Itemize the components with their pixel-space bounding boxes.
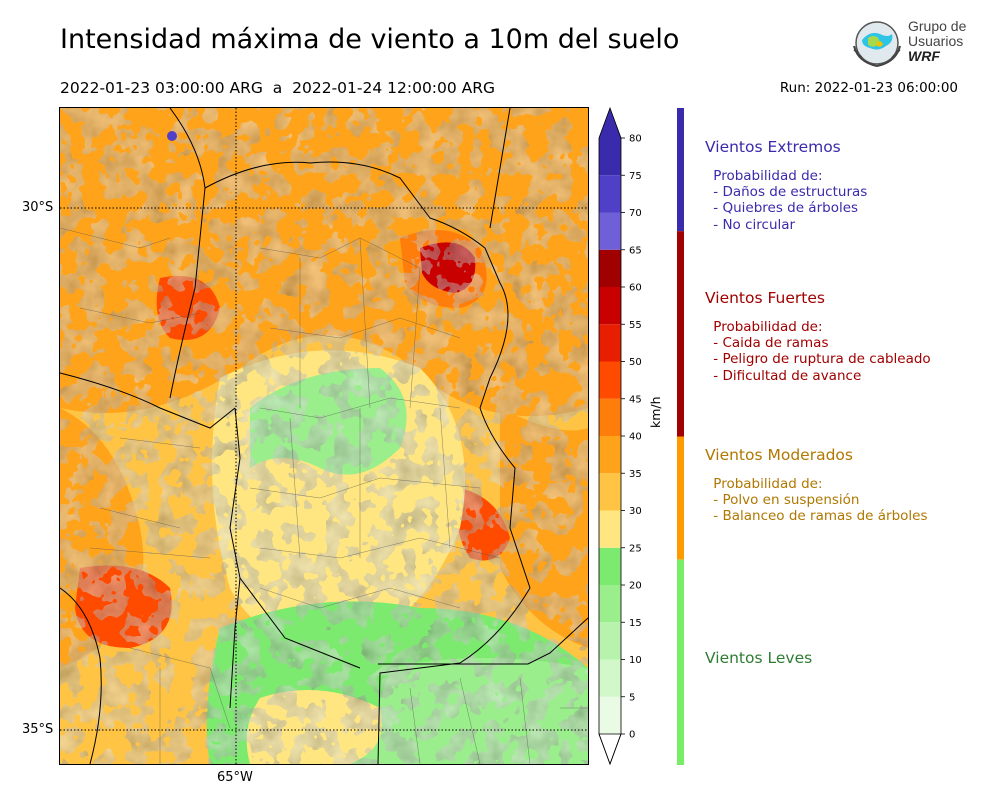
forecast-period: 2022-01-23 03:00:00 ARG a 2022-01-24 12:… [60, 79, 496, 97]
colorbar-tick-label: 15 [629, 618, 642, 629]
lat-label-30s: 30°S [22, 200, 54, 215]
run-time: Run: 2022-01-23 06:00:00 [779, 80, 958, 96]
colorbar-tick-label: 60 [629, 283, 642, 294]
colorbar-under-arrow [598, 733, 622, 766]
province-boundaries [60, 108, 588, 764]
colorbar-bin [599, 324, 621, 362]
colorbar-tick-label: 75 [629, 171, 642, 182]
colorbar-unit-label: km/h [648, 396, 663, 428]
colorbar: 0 5 10 15 20 25 30 35 40 45 50 55 60 65 70 75 80 [598, 106, 642, 766]
map-texture [60, 108, 588, 764]
category-moderate: Vientos Moderados Probabilidad de: - Pol… [705, 446, 928, 525]
lon-label-65w: 65°W [217, 770, 253, 785]
colorbar-tick-label: 45 [629, 394, 642, 405]
colorbar-bin [599, 138, 621, 176]
colorbar-tick-label: 55 [629, 320, 642, 331]
logo-line-1: Grupo de [908, 18, 967, 34]
category-bar-segment [677, 559, 684, 765]
category-description: Probabilidad de: - Polvo en suspensión -… [713, 476, 928, 525]
colorbar-tick-label: 5 [629, 692, 635, 703]
category-bar [677, 108, 684, 765]
category-description: Probabilidad de: - Daños de estructuras … [713, 168, 868, 233]
category-extreme: Vientos Extremos Probabilidad de: - Daño… [705, 138, 867, 233]
colorbar-bin [599, 622, 621, 660]
colorbar-bin [599, 510, 621, 548]
category-description: Probabilidad de: - Caida de ramas - Peli… [713, 319, 931, 384]
colorbar-tick-label: 40 [629, 432, 642, 443]
colorbar-tick-label: 20 [629, 581, 642, 592]
category-light: Vientos Leves [705, 649, 812, 667]
wrf-users-group-logo: Grupo de Usuarios WRF [848, 16, 978, 74]
colorbar-tick-label: 65 [629, 245, 642, 256]
colorbar-tick-label: 70 [629, 208, 642, 219]
colorbar-bin [599, 436, 621, 474]
colorbar-bin [599, 398, 621, 436]
colorbar-bin [599, 547, 621, 585]
colorbar-tick-label: 50 [629, 357, 642, 368]
colorbar-bin [599, 212, 621, 250]
colorbar-bin [599, 175, 621, 213]
globe-logo-icon [853, 21, 901, 68]
colorbar-over-arrow [599, 108, 621, 138]
colorbar-bin [599, 287, 621, 325]
wind-map [59, 107, 589, 765]
category-bar-segment [677, 108, 684, 232]
category-bar-segment [677, 436, 684, 560]
colorbar-tick-label: 80 [629, 134, 642, 145]
category-bar-segment [677, 231, 684, 437]
colorbar-tick-label: 35 [629, 469, 642, 480]
colorbar-tick-label: 30 [629, 506, 642, 517]
colorbar-tick-label: 10 [629, 655, 642, 666]
category-title: Vientos Moderados [705, 446, 853, 464]
colorbar-bin [599, 659, 621, 697]
wind-field-svg [60, 108, 588, 764]
category-title: Vientos Leves [705, 649, 813, 667]
colorbar-bin [599, 473, 621, 511]
graticule [60, 108, 588, 764]
colorbar-bin [599, 585, 621, 623]
department-boundaries [60, 227, 588, 764]
lat-label-35s: 35°S [22, 722, 54, 737]
map-title: Intensidad máxima de viento a 10m del su… [60, 24, 680, 55]
logo-line-3: WRF [908, 48, 940, 64]
category-strong: Vientos Fuertes Probabilidad de: - Caida… [705, 289, 931, 384]
colorbar-bin [599, 249, 621, 287]
colorbar-tick-label: 25 [629, 543, 642, 554]
category-title: Vientos Fuertes [705, 289, 825, 307]
colorbar-tick-label: 0 [629, 730, 635, 741]
colorbar-bin [599, 361, 621, 399]
logo-line-2: Usuarios [908, 33, 964, 49]
logo-text: Grupo de Usuarios WRF [908, 19, 966, 64]
colorbar-bin [599, 696, 621, 734]
category-title: Vientos Extremos [705, 138, 841, 156]
extreme-spot [167, 131, 177, 141]
